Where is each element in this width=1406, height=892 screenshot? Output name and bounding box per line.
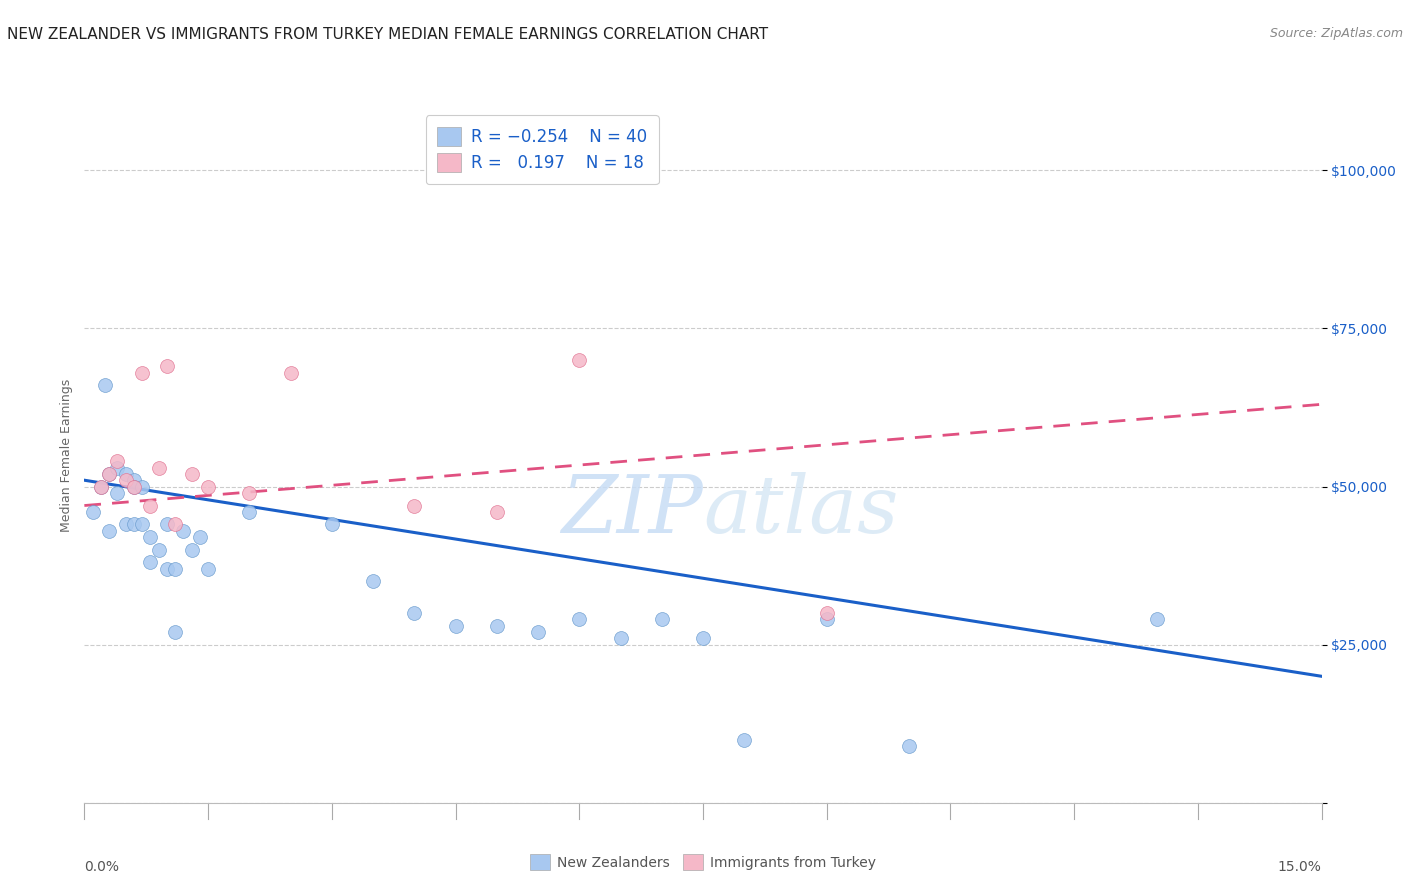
Point [180, 467, 202, 481]
Point [404, 606, 426, 620]
Point [98, 524, 121, 538]
Point [122, 473, 145, 487]
Point [404, 499, 426, 513]
Point [733, 732, 755, 747]
Point [321, 517, 343, 532]
Text: NEW ZEALANDER VS IMMIGRANTS FROM TURKEY MEDIAN FEMALE EARNINGS CORRELATION CHART: NEW ZEALANDER VS IMMIGRANTS FROM TURKEY … [7, 27, 768, 42]
Point [105, 460, 128, 475]
Point [82, 505, 104, 519]
Point [131, 366, 153, 380]
Point [139, 499, 162, 513]
Point [114, 467, 136, 481]
Y-axis label: Median Female Earnings: Median Female Earnings [60, 378, 73, 532]
Point [568, 353, 591, 368]
Point [122, 479, 145, 493]
Point [165, 562, 187, 576]
Point [156, 517, 179, 532]
Point [139, 530, 162, 544]
Legend: New Zealanders, Immigrants from Turkey: New Zealanders, Immigrants from Turkey [524, 848, 882, 876]
Point [165, 517, 187, 532]
Point [898, 739, 921, 753]
Point [815, 612, 838, 626]
Point [122, 479, 145, 493]
Point [651, 612, 673, 626]
Point [280, 366, 302, 380]
Point [122, 517, 145, 532]
Point [148, 460, 170, 475]
Point [568, 612, 591, 626]
Point [485, 618, 508, 632]
Point [485, 505, 508, 519]
Point [148, 542, 170, 557]
Point [114, 473, 136, 487]
Point [527, 625, 550, 640]
Point [197, 479, 219, 493]
Point [609, 632, 631, 646]
Point [139, 556, 162, 570]
Text: Source: ZipAtlas.com: Source: ZipAtlas.com [1270, 27, 1403, 40]
Text: 15.0%: 15.0% [1278, 860, 1322, 874]
Point [172, 524, 194, 538]
Point [692, 632, 714, 646]
Point [444, 618, 467, 632]
Text: ZIP: ZIP [561, 472, 703, 549]
Point [114, 517, 136, 532]
Point [156, 562, 179, 576]
Point [815, 606, 838, 620]
Point [156, 359, 179, 374]
Point [94, 378, 117, 392]
Point [98, 467, 121, 481]
Text: 0.0%: 0.0% [84, 860, 120, 874]
Point [105, 486, 128, 500]
Point [238, 505, 260, 519]
Point [361, 574, 384, 589]
Point [188, 530, 211, 544]
Point [90, 479, 112, 493]
Point [131, 479, 153, 493]
Point [105, 454, 128, 468]
Point [1146, 612, 1168, 626]
Point [165, 625, 187, 640]
Point [238, 486, 260, 500]
Point [90, 479, 112, 493]
Point [131, 517, 153, 532]
Point [98, 467, 121, 481]
Point [180, 542, 202, 557]
Point [197, 562, 219, 576]
Text: atlas: atlas [703, 472, 898, 549]
